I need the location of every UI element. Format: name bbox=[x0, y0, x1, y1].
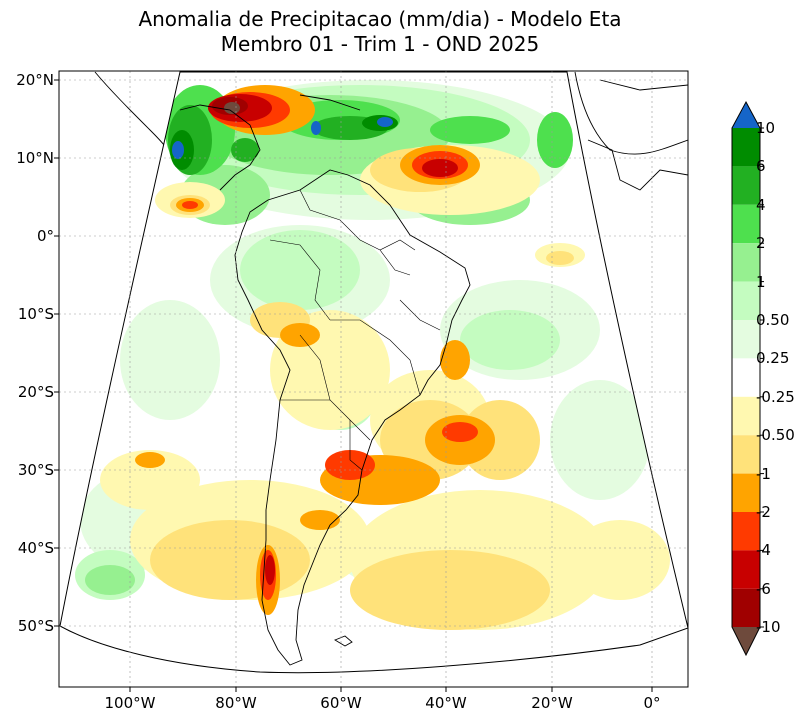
lon-label-80w: 80°W bbox=[215, 694, 257, 712]
lon-label-40w: 40°W bbox=[425, 694, 467, 712]
lat-label-20n: 20°N bbox=[16, 71, 54, 89]
outside-domain-land bbox=[94, 71, 688, 191]
colorbar-bin-m1-m2 bbox=[732, 473, 760, 512]
lon-label-60w: 60°W bbox=[320, 694, 362, 712]
colorbar-label-m0-50: -0.50 bbox=[756, 426, 795, 444]
colorbar-bin-m4-m6 bbox=[732, 550, 760, 589]
lon-label-20w: 20°W bbox=[531, 694, 573, 712]
colorbar-bin-6-10 bbox=[732, 128, 760, 167]
colorbar-bin-m05-m1 bbox=[732, 435, 760, 474]
colorbar-label-m6: -6 bbox=[756, 580, 771, 598]
colorbar-bin-m6-m10 bbox=[732, 588, 760, 628]
map-title-line2: Membro 01 - Trim 1 - OND 2025 bbox=[220, 32, 540, 56]
lat-label-10n: 10°N bbox=[16, 149, 54, 167]
colorbar-bin-05-1 bbox=[732, 281, 760, 320]
colorbar-bin-1-2 bbox=[732, 243, 760, 282]
lat-label-50s: 50°S bbox=[17, 617, 54, 635]
colorbar-bin-2-4 bbox=[732, 204, 760, 244]
colorbar-label-m1: -1 bbox=[756, 465, 771, 483]
colorbar-bin-m025-m05 bbox=[732, 396, 760, 436]
lat-label-30s: 30°S bbox=[17, 461, 54, 479]
map-frame bbox=[58, 70, 689, 688]
colorbar-label-1: 1 bbox=[756, 273, 766, 291]
colorbar-label-m10: -10 bbox=[756, 618, 781, 636]
lat-label-40s: 40°S bbox=[17, 539, 54, 557]
colorbar-label-6: 6 bbox=[756, 157, 766, 175]
map-title-line1: Anomalia de Precipitacao (mm/dia) - Mode… bbox=[138, 7, 622, 31]
colorbar-label-m2: -2 bbox=[756, 503, 771, 521]
colorbar-under-arrow bbox=[732, 627, 760, 655]
colorbar-bin-4-6 bbox=[732, 166, 760, 205]
colorbar-bin-m2-m4 bbox=[732, 512, 760, 551]
colorbar-label-m0-25: -0.25 bbox=[756, 388, 795, 406]
lat-label-10s: 10°S bbox=[17, 305, 54, 323]
lat-label-0: 0° bbox=[36, 227, 54, 245]
country-borders bbox=[269, 189, 441, 471]
coastlines bbox=[179, 94, 471, 666]
domain-boundary bbox=[59, 71, 688, 674]
axis-ticks bbox=[54, 79, 653, 692]
lat-label-20s: 20°S bbox=[17, 383, 54, 401]
colorbar-label-10: 10 bbox=[756, 119, 776, 137]
colorbar-label-4: 4 bbox=[756, 196, 766, 214]
colorbar-over-arrow bbox=[732, 102, 760, 128]
colorbar bbox=[731, 100, 764, 657]
lon-label-0: 0° bbox=[643, 694, 661, 712]
colorbar-label-0-50: 0.50 bbox=[756, 311, 790, 329]
colorbar-label-2: 2 bbox=[756, 234, 766, 252]
colorbar-label-m4: -4 bbox=[756, 541, 771, 559]
map-plot-area bbox=[54, 70, 689, 692]
colorbar-label-0-25: 0.25 bbox=[756, 349, 790, 367]
colorbar-bin-neutral bbox=[732, 358, 760, 397]
lon-label-100w: 100°W bbox=[104, 694, 156, 712]
colorbar-bin-025-05 bbox=[732, 320, 760, 359]
